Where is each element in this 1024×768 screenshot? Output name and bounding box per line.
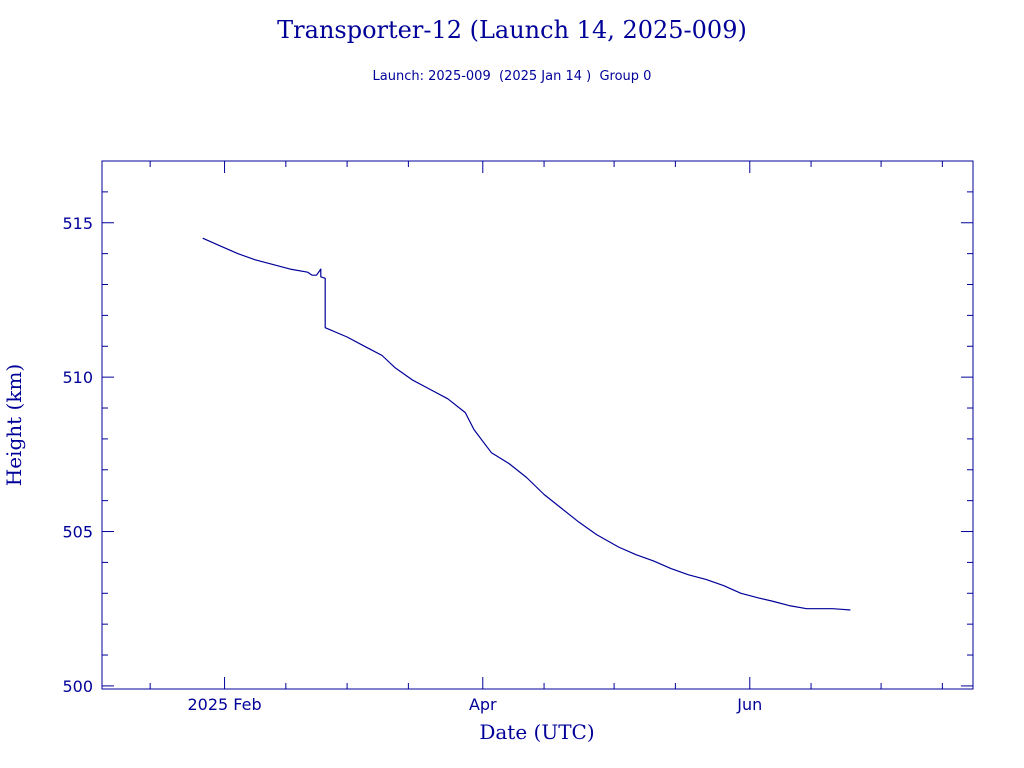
y-tick-label: 510: [62, 368, 93, 387]
plot-area-frame: [101, 160, 974, 690]
height-series-line: [202, 237, 851, 611]
y-tick-label: 500: [62, 677, 93, 696]
axis-tick-labels: 2025 Feb Apr Jun 500 505 510 515: [62, 214, 762, 714]
x-tick-label: Apr: [469, 695, 497, 714]
series-layer: [202, 237, 851, 611]
y-tick-label: 505: [62, 523, 93, 542]
y-tick-label: 515: [62, 214, 93, 233]
chart-title: Transporter-12 (Launch 14, 2025-009): [277, 16, 747, 44]
chart-subtitle: Launch: 2025-009 (2025 Jan 14 ) Group 0: [373, 69, 652, 84]
y-axis-label: Height (km): [2, 364, 26, 486]
x-axis-label: Date (UTC): [479, 720, 594, 744]
x-tick-label: 2025 Feb: [187, 695, 261, 714]
x-tick-label: Jun: [736, 695, 762, 714]
axis-ticks: [102, 160, 973, 689]
